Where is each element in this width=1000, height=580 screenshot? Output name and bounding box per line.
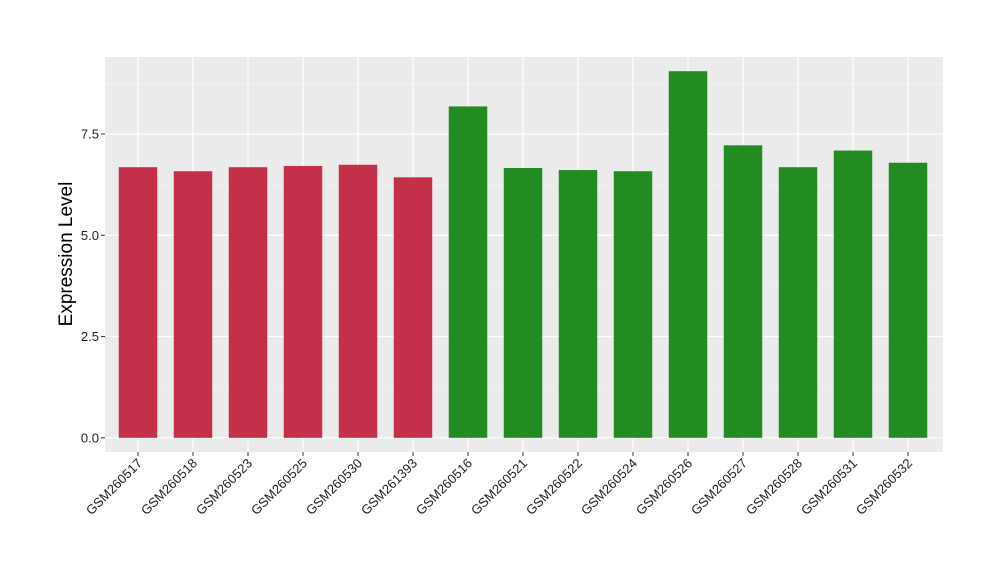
x-tick-label: GSM260524 [578,456,640,518]
bar-GSM260522 [558,170,598,438]
y-axis: 0.0 2.5 5.0 7.5 [81,126,105,445]
y-tick-label: 2.5 [81,329,99,344]
bar-GSM260528 [778,167,818,438]
x-tick-label: GSM260516 [413,456,475,518]
bar-GSM260531 [833,150,873,438]
y-tick-label: 0.0 [81,430,99,445]
x-tick-label: GSM260527 [688,456,750,518]
bar-GSM260516 [448,106,488,438]
x-tick-label: GSM260532 [853,456,915,518]
x-tick-label: GSM260531 [798,456,860,518]
bar-GSM260524 [613,171,653,438]
x-tick-label: GSM260526 [633,456,695,518]
bars [118,71,928,438]
bar-GSM260517 [118,167,158,438]
x-tick-label: GSM260518 [138,456,200,518]
bar-GSM260532 [888,162,928,438]
bar-GSM260526 [668,71,708,438]
bar-GSM260523 [228,167,268,438]
bar-GSM260527 [723,145,763,438]
bar-GSM261393 [393,177,433,438]
x-tick-label: GSM260530 [303,456,365,518]
y-tick-label: 5.0 [81,228,99,243]
x-axis: GSM260517GSM260518GSM260523GSM260525GSM2… [83,452,915,518]
bar-GSM260518 [173,171,213,438]
x-tick-label: GSM260522 [523,456,585,518]
x-tick-label: GSM261393 [358,456,420,518]
x-tick-label: GSM260523 [193,456,255,518]
x-tick-label: GSM260517 [83,456,145,518]
bar-GSM260521 [503,168,543,438]
x-tick-label: GSM260521 [468,456,530,518]
y-axis-label: Expression Level [56,182,77,327]
bar-GSM260530 [338,164,378,438]
bar-GSM260525 [283,165,323,438]
y-tick-label: 7.5 [81,126,99,141]
x-tick-label: GSM260525 [248,456,310,518]
x-tick-label: GSM260528 [743,456,805,518]
